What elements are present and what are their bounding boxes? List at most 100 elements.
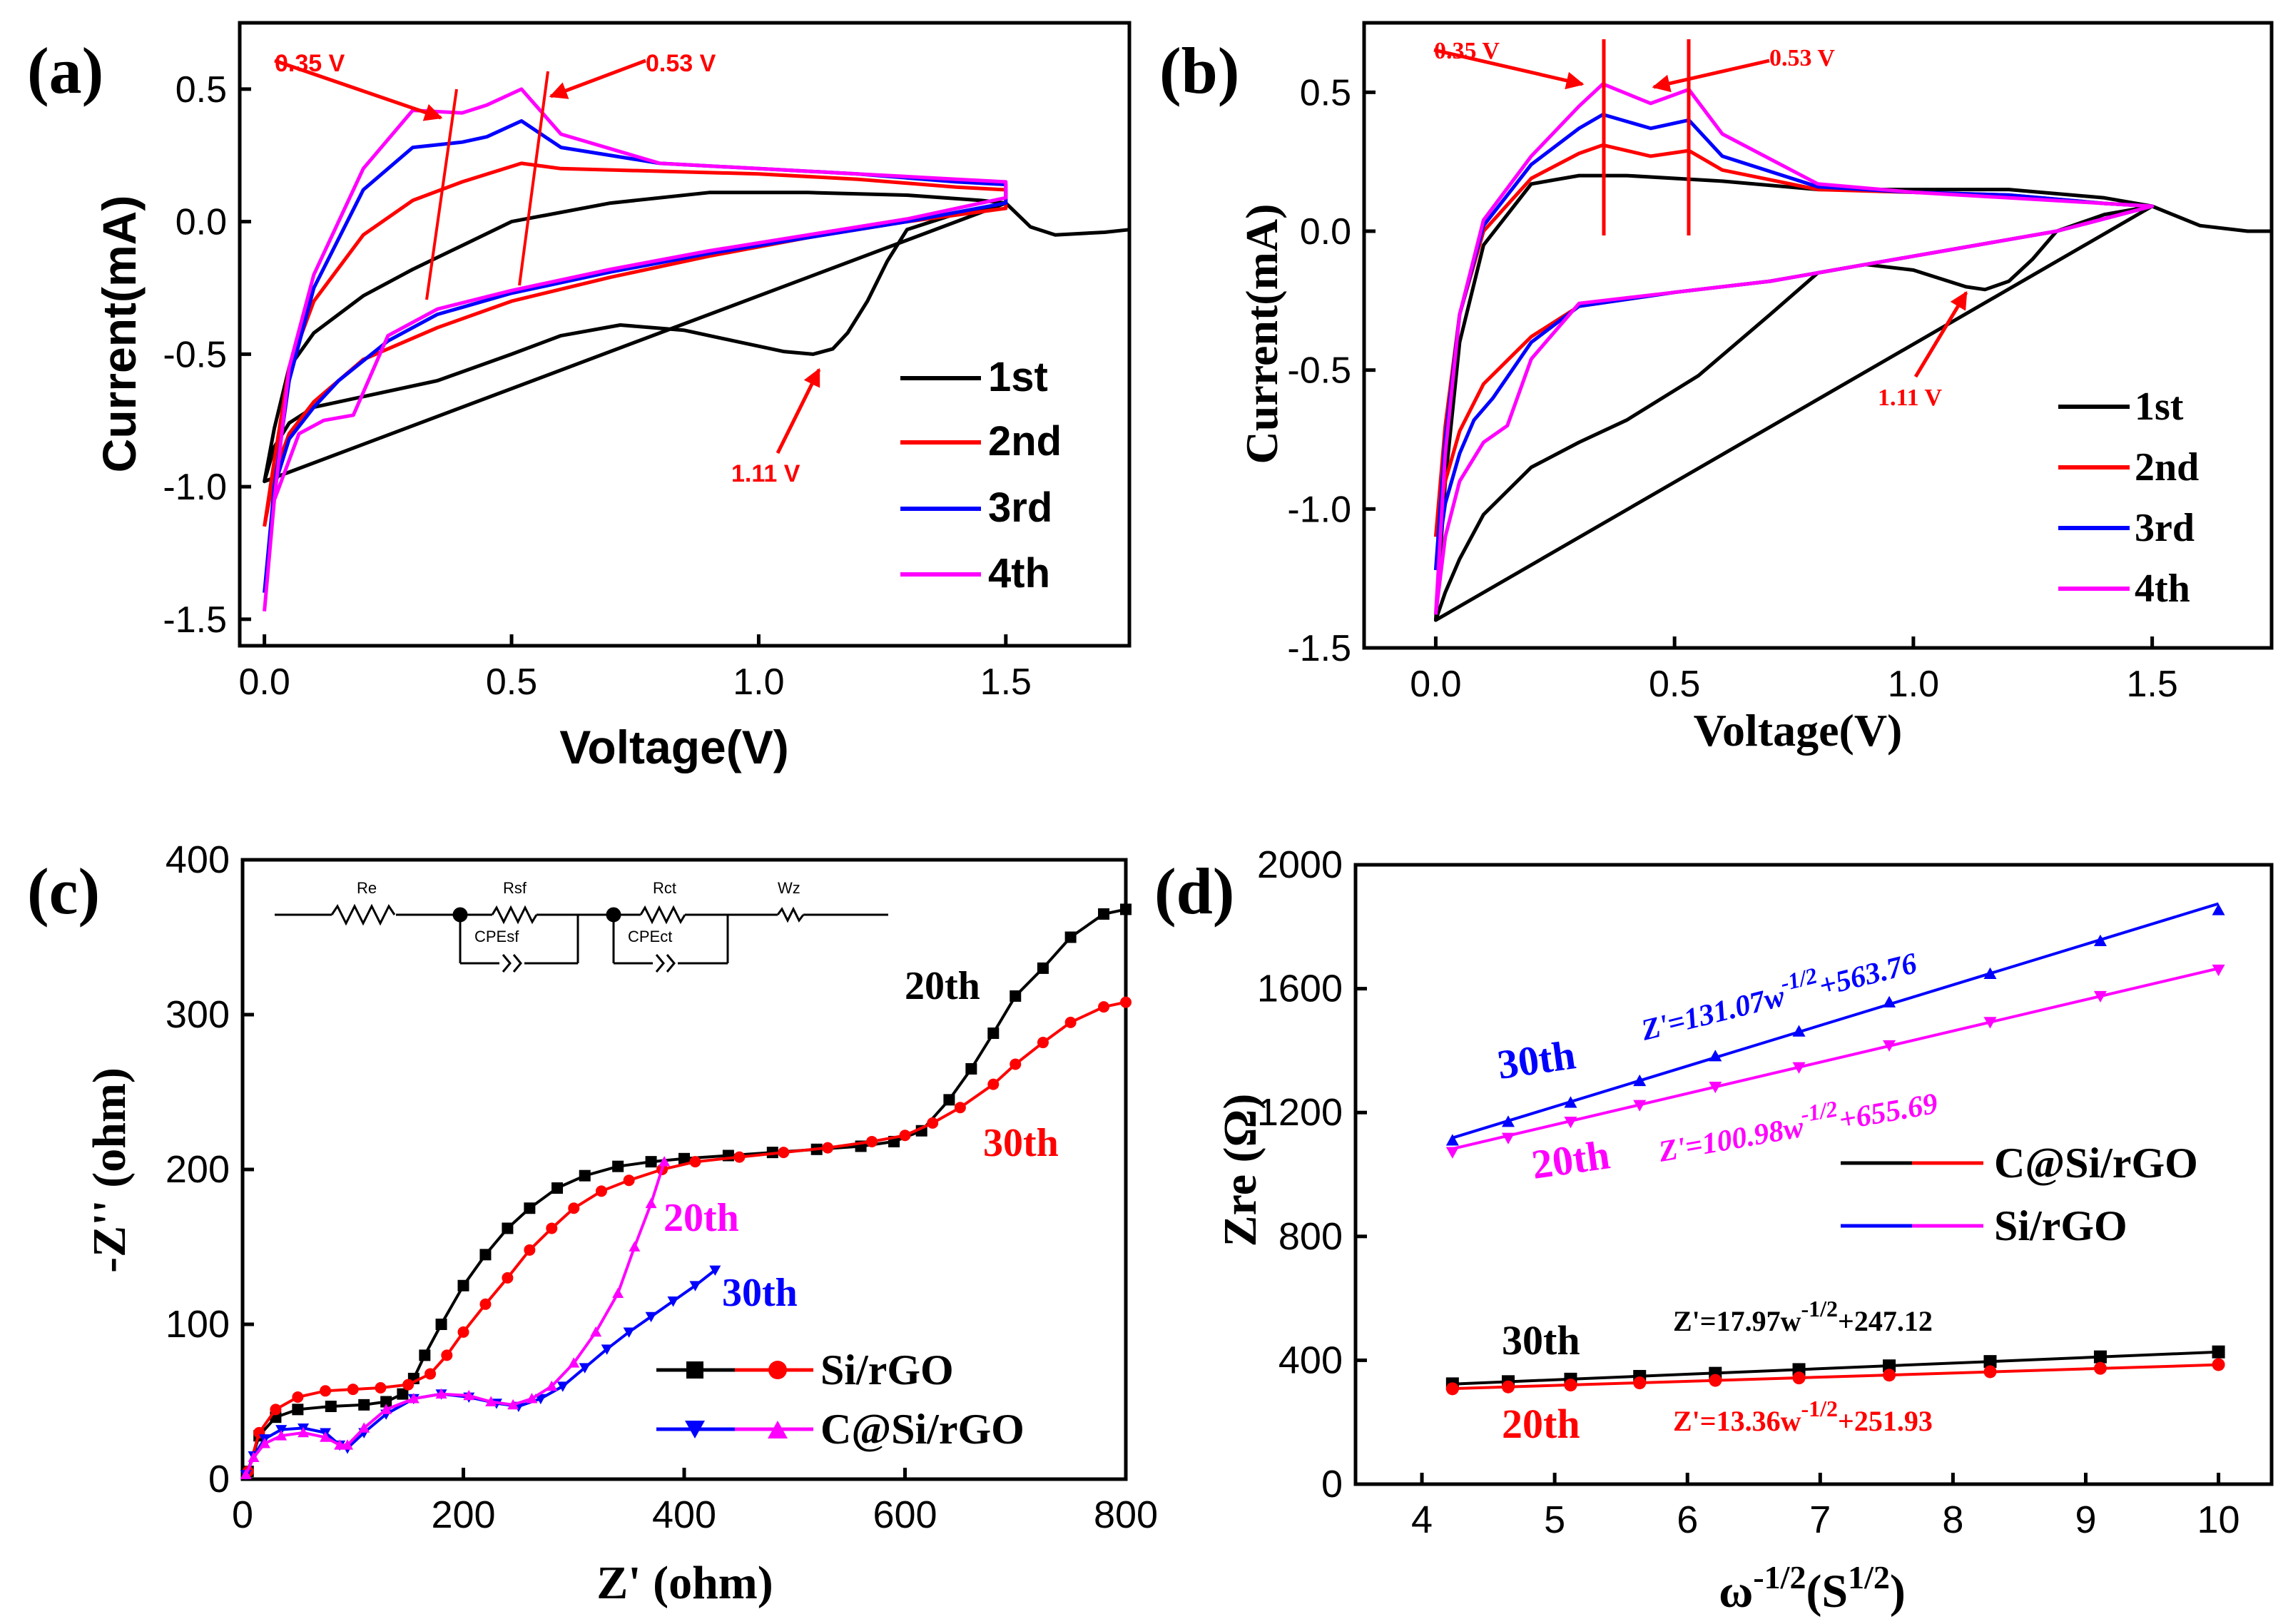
data-point-c [334,1439,346,1450]
data-point-c [689,1281,701,1291]
data-point-c [623,1174,635,1187]
data-point-c [457,1326,469,1338]
data-point-c [502,1272,514,1284]
x-tick-label-c: 200 [431,1493,495,1536]
equation-part: Z'=131.07w [1637,980,1789,1047]
data-point-c [402,1379,415,1391]
data-point-d [1502,1132,1515,1145]
data-point-d [1792,1062,1806,1074]
x-tick-label-a: 0.5 [486,661,537,703]
equation-part: Z'=13.36w [1673,1405,1801,1437]
axis-ticks-d: 4 5 6 7 8 9 10 0 400 800 1200 1600 2000 [1257,843,2240,1541]
data-point-c [1010,990,1022,1002]
series-line-c-3 [244,1269,716,1476]
data-point-c [435,1388,447,1399]
y-tick-label-b: -1.5 [1287,628,1351,669]
data-point-d [2093,990,2107,1003]
data-point-c [1037,1037,1049,1049]
annotation-arrow-053-a [549,59,646,99]
series-group-c [240,903,1132,1481]
data-point-c [270,1404,282,1416]
data-point-d [1883,1040,1896,1052]
y-tick-label-b: -0.5 [1287,350,1351,392]
fit-equation-si-30th: Z'=131.07w-1/2+563.76 [1635,938,1920,1047]
x-tick-label-b: 0.5 [1649,664,1700,705]
data-point-c [546,1222,558,1234]
data-point-c [424,1368,437,1380]
data-point-c [965,1062,977,1075]
data-point-d [1883,1369,1896,1382]
data-point-c [485,1396,497,1406]
cycle-label-c-c-30th: 30th [722,1271,798,1315]
equation-exponent: -1/2 [1801,1396,1838,1421]
y-tick-label-a: -0.5 [163,334,227,375]
data-point-c [579,1169,591,1182]
data-point-c [1064,1016,1077,1028]
legend-label-a-1: 1st [988,354,1048,400]
data-point-c [325,1401,337,1413]
annotation-arrow-035-b [1433,48,1585,90]
circuit-label-wz: Wz [778,879,800,897]
y-tick-label-a: -1.5 [163,599,227,641]
data-point-d [1633,1074,1647,1087]
y-tick-label-d: 400 [1278,1339,1343,1381]
y-tick-label-c: 300 [166,993,230,1036]
data-point-d [1709,1081,1722,1094]
annotation-arrow-111-b [1913,290,1968,378]
data-point-c [292,1391,304,1403]
data-point-d [1445,1382,1459,1396]
axis-ticks-b: 0.0 0.5 1.0 1.5 -1.5 -1.0 -0.5 0.0 0.5 [1287,72,2177,705]
data-point-c [601,1344,613,1355]
legend-d: C@Si/rGO Si/rGO [1841,1140,2198,1249]
x-axis-title-d: ω-1/2(S1/2) [1719,1559,1906,1618]
y-tick-label-c: 400 [166,838,230,881]
y-tick-label-c: 0 [208,1458,230,1501]
data-point-c [1120,996,1132,1008]
circuit-label-rsf: Rsf [503,879,527,897]
cycle-label-c-si-30th: 30th [983,1121,1059,1165]
legend-marker-triangle-up [768,1421,788,1438]
x-tick-label-c: 800 [1094,1493,1158,1536]
equivalent-circuit [275,903,888,973]
legend-label-a-2: 2nd [988,418,1062,465]
data-point-c [778,1147,790,1159]
data-point-d [1502,1380,1515,1394]
data-point-d [2093,934,2107,946]
data-point-d [1445,1134,1459,1146]
axis-ticks-a: 0.0 0.5 1.0 1.5 -1.5 -1.0 -0.5 0.0 0.5 [163,69,1032,703]
data-point-d [2212,964,2225,977]
y-tick-label-d: 1200 [1257,1091,1343,1134]
equation-exponent: -1/2 [1778,962,1820,995]
data-point-d [2212,1358,2225,1371]
x-tick-label-d: 9 [2075,1498,2096,1541]
plot-frame-b [1362,21,2274,650]
data-point-d [2093,1350,2107,1364]
series-line-b-4 [1433,82,2155,615]
y-axis-title-d: Zre (Ω) [1214,1094,1266,1247]
panel-a: (a) 0.0 0.5 1.0 1.5 -1.5 -1.0 -0.5 0.0 0.5 0.35 … [27,21,1132,773]
equation-part: +563.76 [1816,947,1920,1003]
annotation-111-a: 1.11 V [731,460,800,487]
x-tick-label-d: 4 [1411,1498,1433,1541]
equation-part: +247.12 [1838,1305,1933,1337]
annotation-053-b: 0.53 V [1769,45,1835,71]
cycle-label-d-c-20th: 20th [1502,1401,1580,1447]
annotation-arrow-035-a [274,59,443,121]
data-point-c [407,1393,420,1404]
data-point-c [568,1202,580,1214]
equation-exponent: -1/2 [1801,1296,1838,1321]
fit-equation-c-30th: Z'=17.97w-1/2+247.12 [1673,1296,1933,1337]
data-point-c [546,1380,558,1391]
circuit-label-cpesf: CPEsf [474,928,519,945]
data-point-c [397,1388,409,1400]
data-point-d [1564,1096,1577,1108]
series-group-d [1445,902,2225,1396]
series-group-b [1433,82,2272,622]
data-point-c [240,1468,252,1479]
peak-guide-053-a [518,71,549,286]
y-axis-title-b: Current(mA) [1236,204,1287,465]
cpe-ct [655,954,676,973]
y-tick-label-c: 100 [166,1303,230,1346]
data-point-c [507,1399,519,1410]
data-point-d [1983,1017,1997,1029]
